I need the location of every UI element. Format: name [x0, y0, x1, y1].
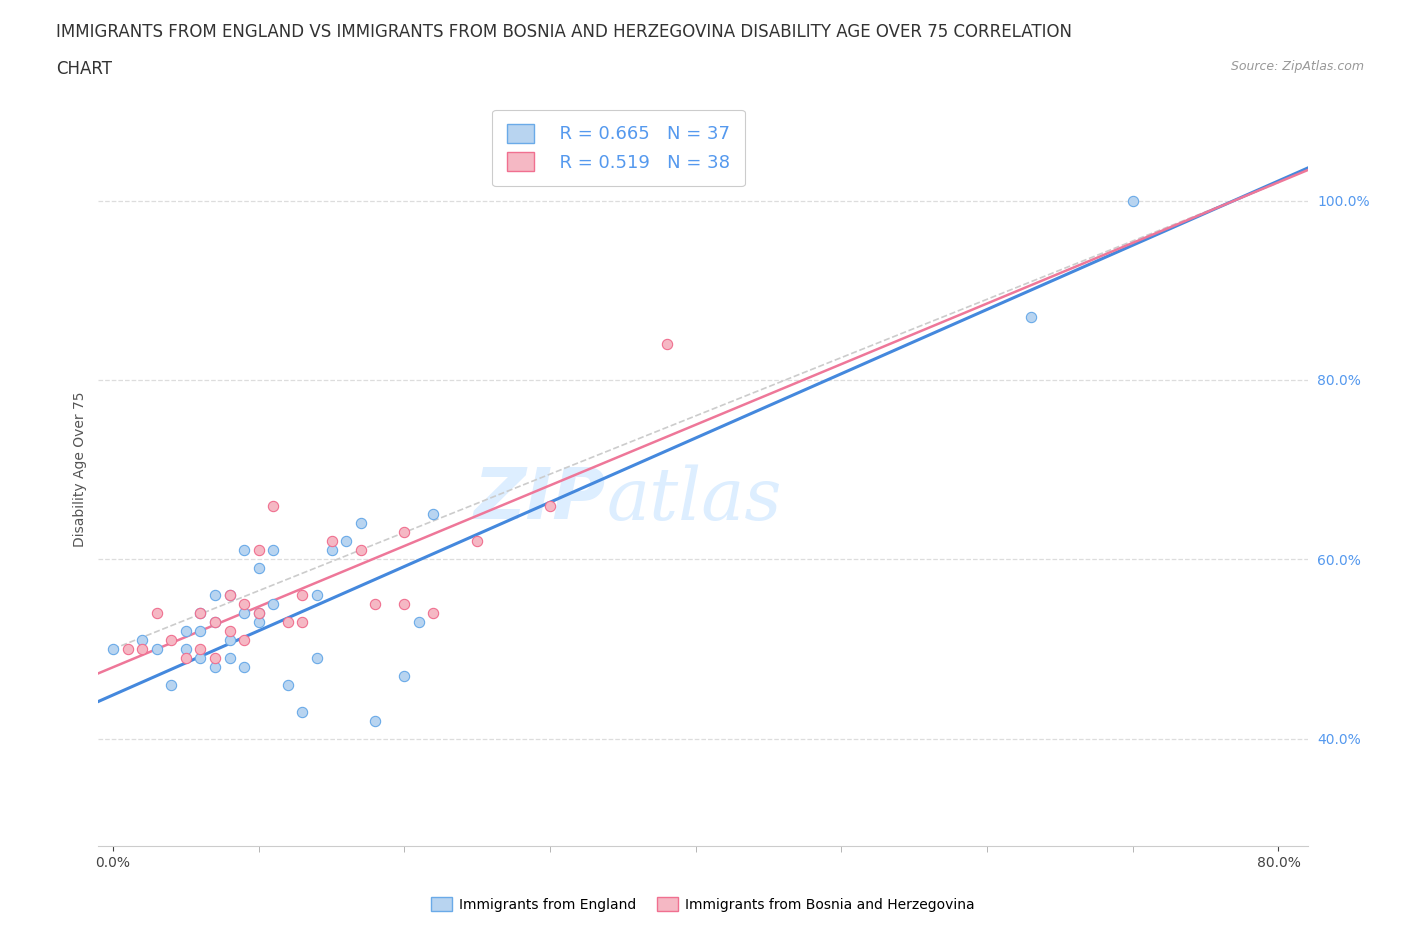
Point — [350, 516, 373, 531]
Point — [131, 632, 153, 647]
Point — [394, 669, 416, 684]
Point — [204, 659, 226, 674]
Point — [131, 642, 153, 657]
Point — [408, 615, 430, 630]
Point — [277, 615, 299, 630]
Point — [160, 632, 183, 647]
Point — [364, 713, 387, 728]
Point — [364, 597, 387, 612]
Text: Source: ZipAtlas.com: Source: ZipAtlas.com — [1230, 60, 1364, 73]
Point — [204, 615, 226, 630]
Point — [174, 624, 197, 639]
Point — [1122, 193, 1144, 208]
Point — [190, 605, 212, 620]
Point — [233, 605, 256, 620]
Point — [218, 588, 240, 603]
Point — [160, 677, 183, 692]
Point — [190, 605, 212, 620]
Point — [394, 597, 416, 612]
Point — [247, 605, 270, 620]
Point — [190, 642, 212, 657]
Point — [247, 615, 270, 630]
Y-axis label: Disability Age Over 75: Disability Age Over 75 — [73, 392, 87, 548]
Point — [174, 651, 197, 666]
Point — [233, 632, 256, 647]
Text: IMMIGRANTS FROM ENGLAND VS IMMIGRANTS FROM BOSNIA AND HERZEGOVINA DISABILITY AGE: IMMIGRANTS FROM ENGLAND VS IMMIGRANTS FR… — [56, 23, 1073, 41]
Point — [247, 605, 270, 620]
Point — [117, 642, 139, 657]
Legend: Immigrants from England, Immigrants from Bosnia and Herzegovina: Immigrants from England, Immigrants from… — [426, 892, 980, 917]
Point — [145, 605, 167, 620]
Point — [262, 543, 284, 558]
Point — [291, 588, 314, 603]
Point — [101, 642, 124, 657]
Point — [204, 651, 226, 666]
Point — [350, 543, 373, 558]
Point — [394, 525, 416, 539]
Point — [247, 543, 270, 558]
Point — [422, 507, 444, 522]
Point — [218, 632, 240, 647]
Text: CHART: CHART — [56, 60, 112, 78]
Legend:   R = 0.665   N = 37,   R = 0.519   N = 38: R = 0.665 N = 37, R = 0.519 N = 38 — [492, 110, 745, 186]
Point — [204, 615, 226, 630]
Point — [305, 588, 328, 603]
Point — [174, 642, 197, 657]
Point — [233, 543, 256, 558]
Point — [145, 642, 167, 657]
Point — [291, 704, 314, 719]
Point — [218, 588, 240, 603]
Point — [233, 597, 256, 612]
Point — [465, 534, 488, 549]
Point — [262, 498, 284, 513]
Point — [305, 651, 328, 666]
Point — [262, 597, 284, 612]
Point — [321, 543, 343, 558]
Point — [321, 534, 343, 549]
Point — [655, 337, 678, 352]
Text: ZIP: ZIP — [474, 465, 606, 534]
Point — [1019, 310, 1042, 325]
Point — [291, 615, 314, 630]
Point — [190, 624, 212, 639]
Point — [190, 651, 212, 666]
Point — [204, 588, 226, 603]
Point — [277, 677, 299, 692]
Point — [422, 605, 444, 620]
Point — [218, 651, 240, 666]
Text: atlas: atlas — [606, 464, 782, 535]
Point — [233, 659, 256, 674]
Point — [247, 561, 270, 576]
Point — [538, 498, 561, 513]
Point — [218, 624, 240, 639]
Point — [335, 534, 357, 549]
